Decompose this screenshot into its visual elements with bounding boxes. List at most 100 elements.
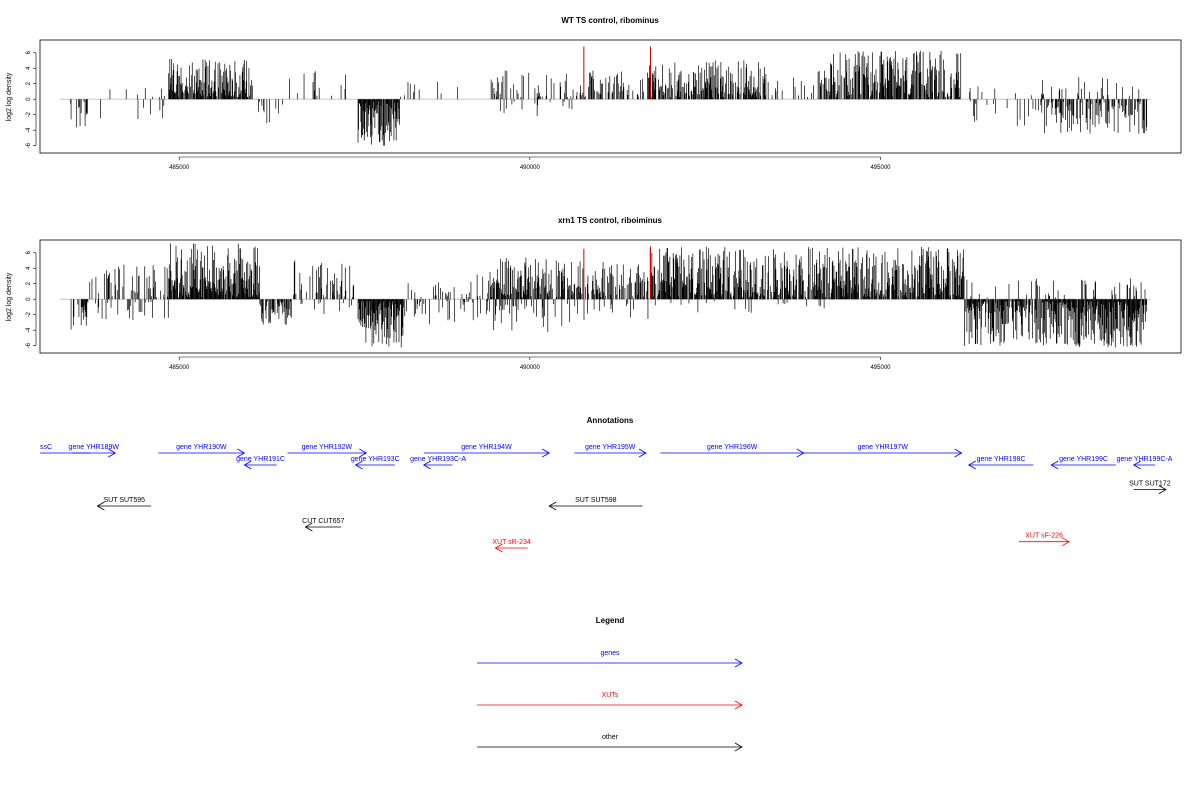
feature-label: gene YHR197W xyxy=(857,444,908,451)
feature-label: gene YHR196W xyxy=(707,444,758,451)
arrowhead xyxy=(734,658,743,668)
signal-bars xyxy=(60,46,1151,146)
annotation-feature: gene YHR191C xyxy=(236,456,285,470)
y-tick-label: 4 xyxy=(26,66,32,70)
y-tick-label: -6 xyxy=(26,142,32,148)
arrowhead xyxy=(108,448,117,458)
annotation-feature: gene YHR193C xyxy=(351,456,400,470)
arrowhead xyxy=(734,742,743,752)
arrowhead xyxy=(548,501,557,511)
arrowhead xyxy=(359,448,368,458)
arrowhead xyxy=(1132,460,1141,470)
legend-label: XUTs xyxy=(602,692,619,699)
feature-label: gene YHR199C xyxy=(1059,456,1108,463)
x-tick-label: 495000 xyxy=(870,165,891,171)
x-tick-label: 485000 xyxy=(169,165,190,171)
plot-frame xyxy=(39,39,1182,154)
feature-label: gene YHR194W xyxy=(461,444,512,451)
arrowhead xyxy=(354,460,363,470)
feature-label: CUT CUT657 xyxy=(302,518,344,525)
annotation-feature: SUT SUT598 xyxy=(548,497,643,511)
arrowhead xyxy=(734,700,743,710)
feature-label: XUT sF-226 xyxy=(1025,533,1063,540)
annotation-feature: gene YHR199C xyxy=(1050,456,1116,470)
axes: -6 -4 -2 0 2 4 6 485000 490000 495000 xyxy=(26,250,891,371)
arrowhead xyxy=(967,460,976,470)
y-tick-label: 4 xyxy=(26,266,32,270)
arrowhead xyxy=(954,448,963,458)
y-axis-label: log2 log density xyxy=(6,72,13,121)
feature-label: gene YHR193C-A xyxy=(410,456,466,463)
annotation-feature: gene YHR199C-A xyxy=(1117,456,1173,470)
feature-label: gene YHR199C-A xyxy=(1117,456,1173,463)
y-tick-label: -4 xyxy=(26,327,32,333)
annotation-feature: XUT sF-226 xyxy=(1018,533,1070,547)
feature-label: gene YHR192W xyxy=(302,444,353,451)
y-tick-label: -6 xyxy=(26,342,32,348)
x-tick-label: 490000 xyxy=(520,165,541,171)
legend-items: genes XUTs other xyxy=(477,650,743,752)
annotation-feature: XUT sR-234 xyxy=(492,539,531,553)
y-tick-label: 6 xyxy=(26,250,32,254)
annotation-feature: gene YHR197W xyxy=(803,444,963,458)
arrowhead xyxy=(237,448,246,458)
feature-label: gene YHR198C xyxy=(977,456,1026,463)
xrn1-panel: xrn1 TS control, riboiminus log2 log den… xyxy=(6,216,1182,371)
arrowhead xyxy=(494,543,503,553)
x-tick-label: 490000 xyxy=(520,365,541,371)
feature-list: ssC gene YHR189W gene YHR190W gene YHR191C g… xyxy=(40,444,1173,553)
feature-label: SUT SUT172 xyxy=(1129,481,1171,488)
x-tick-label: 485000 xyxy=(169,365,190,371)
y-tick-label: 6 xyxy=(26,50,32,54)
arrowhead xyxy=(96,501,105,511)
y-tick-label: -2 xyxy=(26,111,32,117)
feature-label: gene YHR190W xyxy=(176,444,227,451)
annotation-feature: gene YHR192W xyxy=(287,444,368,458)
annotation-feature: gene YHR193C-A xyxy=(410,456,466,470)
annotation-feature: gene YHR194W xyxy=(423,444,551,458)
y-tick-label: -4 xyxy=(26,127,32,133)
arrowhead xyxy=(542,448,551,458)
y-tick-label: 0 xyxy=(26,297,32,301)
annotation-feature: CUT CUT657 xyxy=(302,518,345,532)
annotation-feature: SUT SUT595 xyxy=(96,497,152,511)
legend-title: Legend xyxy=(596,616,625,625)
arrowhead xyxy=(422,460,431,470)
annotation-feature: gene YHR189W xyxy=(69,444,120,458)
annotation-feature: gene YHR195W xyxy=(574,444,647,458)
annotation-feature: gene YHR198C xyxy=(967,456,1034,470)
feature-label: ssC xyxy=(40,444,52,451)
y-tick-label: 0 xyxy=(26,97,32,101)
feature-label: SUT SUT595 xyxy=(104,497,146,504)
feature-label: gene YHR191C xyxy=(236,456,285,463)
y-axis-label: log2 log density xyxy=(6,272,13,321)
legend: Legend genes XUTs other xyxy=(477,616,743,752)
arrowhead xyxy=(638,448,647,458)
y-tick-label: 2 xyxy=(26,81,32,85)
feature-label: gene YHR195W xyxy=(585,444,636,451)
x-tick-label: 495000 xyxy=(870,365,891,371)
panel-title: WT TS control, ribominus xyxy=(561,16,659,25)
signal-bars xyxy=(60,243,1151,348)
arrowhead xyxy=(243,460,252,470)
legend-label: other xyxy=(602,734,619,741)
arrowhead xyxy=(304,522,313,532)
y-tick-label: 2 xyxy=(26,281,32,285)
feature-label: gene YHR189W xyxy=(69,444,120,451)
axes: -6 -4 -2 0 2 4 6 485000 490000 495000 xyxy=(26,50,891,171)
feature-label: XUT sR-234 xyxy=(492,539,530,546)
annotation-feature: gene YHR190W xyxy=(158,444,246,458)
legend-item: XUTs xyxy=(477,692,743,710)
y-tick-label: -2 xyxy=(26,311,32,317)
arrowhead xyxy=(1158,485,1167,494)
plot-frame xyxy=(39,239,1182,354)
feature-label: gene YHR193C xyxy=(351,456,400,463)
arrowhead xyxy=(1050,460,1059,470)
legend-item: other xyxy=(477,734,743,752)
feature-label: SUT SUT598 xyxy=(575,497,617,504)
annotation-feature: gene YHR196W xyxy=(660,444,805,458)
wt-panel: WT TS control, ribominus log2 log densit… xyxy=(6,16,1182,171)
arrowhead xyxy=(1061,537,1070,547)
legend-item: genes xyxy=(477,650,743,668)
